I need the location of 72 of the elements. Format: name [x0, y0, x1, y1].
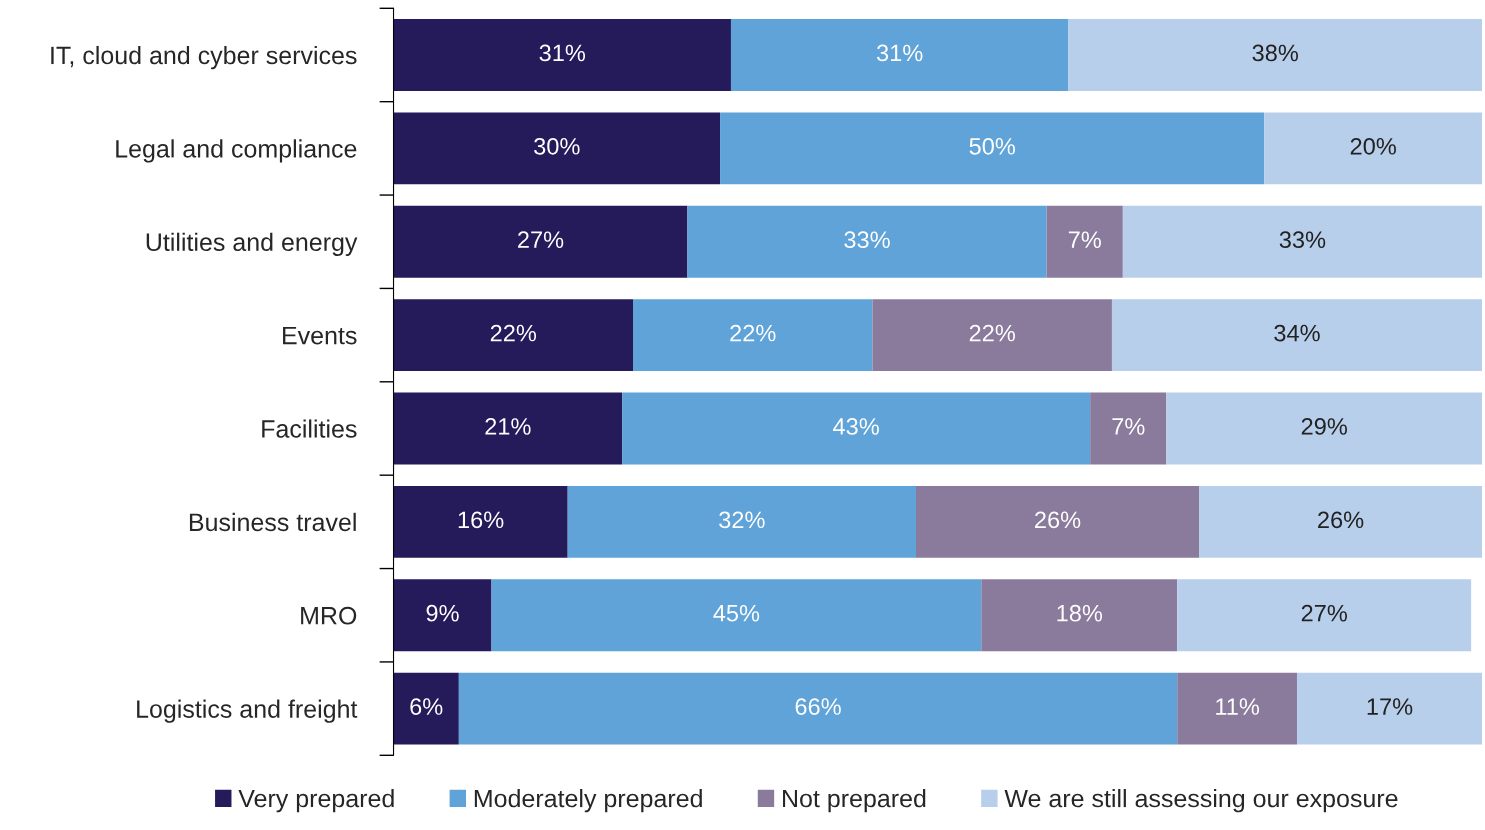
bar: [1090, 392, 1167, 465]
data-label: 34%: [1274, 324, 1320, 342]
data-label: 18%: [1057, 604, 1103, 622]
bar: [1166, 392, 1483, 465]
bar: [393, 672, 459, 745]
bar: [393, 299, 633, 372]
bar: [458, 672, 1178, 745]
data-label: 33%: [844, 231, 890, 249]
bar: [981, 579, 1178, 652]
bar: [393, 579, 492, 652]
bar: [1111, 299, 1483, 372]
data-label: 26%: [1318, 511, 1364, 529]
legend-label: We are still assessing our exposure: [1004, 789, 1398, 813]
data-label: 29%: [1301, 418, 1347, 435]
bar: [393, 392, 623, 465]
bar: [567, 485, 917, 558]
data-label: 22%: [490, 324, 537, 342]
data-label: 31%: [539, 44, 586, 62]
legend-label: Very prepared: [238, 789, 394, 813]
data-label: 6%: [410, 698, 443, 715]
data-label: 22%: [969, 324, 1015, 342]
bar: [720, 112, 1265, 185]
data-label: 30%: [534, 137, 580, 155]
bar: [393, 485, 568, 558]
data-label: 11%: [1216, 698, 1260, 715]
data-label: 27%: [518, 231, 564, 248]
y-tick-label: Business travel: [189, 512, 356, 532]
data-label: 9%: [426, 604, 459, 622]
bar: [872, 299, 1112, 372]
data-label: 32%: [719, 511, 765, 529]
bar: [1068, 19, 1483, 91]
y-tick-label: MRO: [301, 606, 357, 625]
data-label: 38%: [1252, 44, 1298, 62]
bar: [393, 19, 731, 91]
bar: [1264, 112, 1483, 185]
data-label: 27%: [1301, 604, 1347, 622]
data-label: 21%: [485, 418, 531, 435]
bar: [1177, 579, 1472, 652]
legend-label: Not prepared: [783, 789, 926, 813]
bar: [1199, 485, 1483, 558]
legend-label: Moderately prepared: [474, 789, 702, 813]
bar: [393, 112, 721, 185]
data-label: 43%: [833, 418, 879, 435]
bar: [633, 299, 873, 372]
data-label: 50%: [969, 137, 1015, 155]
y-tick-label: Logistics and freight: [137, 699, 358, 723]
bar: [687, 205, 1047, 278]
data-label: 20%: [1350, 137, 1396, 155]
bar: [1296, 672, 1483, 745]
y-tick-label: Events: [283, 326, 357, 345]
bar: [730, 19, 1069, 91]
y-tick-label: IT, cloud and cyber services: [51, 45, 357, 70]
bar: [1046, 205, 1123, 278]
bar: [393, 205, 688, 278]
bar: [491, 579, 982, 652]
data-label: 17%: [1367, 698, 1413, 715]
data-label: 31%: [876, 44, 923, 62]
data-label: 45%: [713, 604, 760, 622]
data-label: 26%: [1035, 511, 1081, 529]
bar: [1122, 205, 1483, 278]
bar: [622, 392, 1091, 465]
y-tick-label: Utilities and energy: [146, 232, 358, 256]
bar: [916, 485, 1200, 558]
data-label: 33%: [1279, 231, 1326, 249]
data-label: 7%: [1068, 231, 1101, 248]
data-label: 16%: [458, 511, 504, 529]
y-tick-label: Facilities: [262, 419, 357, 438]
data-label: 66%: [795, 698, 841, 715]
bar: [1177, 672, 1297, 745]
data-label: 7%: [1112, 418, 1145, 435]
y-tick-label: Legal and compliance: [116, 139, 357, 163]
data-label: 22%: [730, 324, 776, 342]
